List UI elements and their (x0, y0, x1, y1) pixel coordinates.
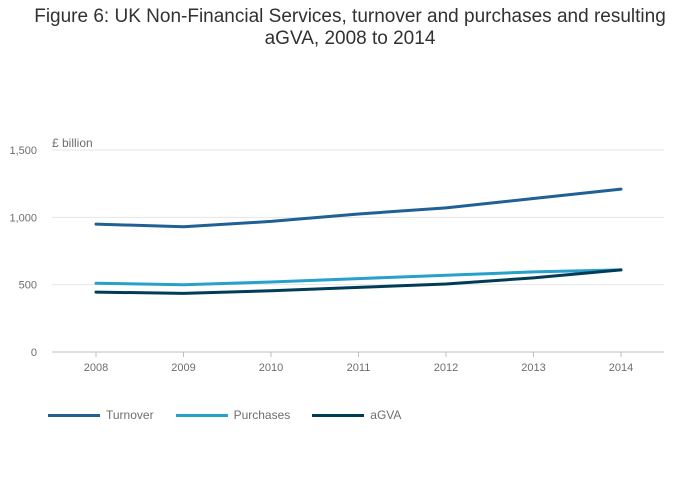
legend-item-turnover[interactable]: Turnover (48, 408, 154, 422)
x-tick-label: 2013 (521, 362, 545, 374)
x-tick-label: 2011 (347, 362, 371, 374)
legend-label: aGVA (370, 408, 402, 422)
x-tick-label: 2010 (259, 362, 283, 374)
legend-item-agva[interactable]: aGVA (312, 408, 401, 422)
legend-swatch (48, 413, 100, 417)
x-tick-label: 2009 (171, 362, 195, 374)
y-axis-unit-label: £ billion (52, 136, 93, 150)
legend-swatch (312, 413, 365, 417)
y-tick-label: 1,000 (9, 212, 37, 224)
series-line-agva[interactable] (94, 268, 623, 295)
y-tick-label: 500 (19, 280, 37, 292)
chart-title: Figure 6: UK Non-Financial Services, tur… (34, 6, 666, 49)
x-tick-label: 2008 (84, 362, 108, 374)
series-line-turnover[interactable] (94, 187, 623, 229)
y-tick-label: 1,500 (9, 145, 37, 157)
x-tick-label: 2012 (434, 362, 458, 374)
series-lines[interactable] (94, 187, 623, 295)
legend-label: Turnover (106, 408, 154, 422)
legend-item-purchases[interactable]: Purchases (175, 408, 291, 422)
legend-label: Purchases (233, 408, 291, 422)
axes: 0 500 1,000 1,500 2008 2009 2010 2011 2012 2013 20… (9, 145, 664, 374)
series-line-purchases[interactable] (94, 268, 623, 287)
x-tick-label: 2014 (609, 362, 633, 374)
legend: Turnover Purchases aGVA (48, 408, 423, 422)
legend-swatch (175, 413, 228, 417)
gridlines (52, 149, 664, 286)
y-tick-label: 0 (31, 347, 37, 359)
